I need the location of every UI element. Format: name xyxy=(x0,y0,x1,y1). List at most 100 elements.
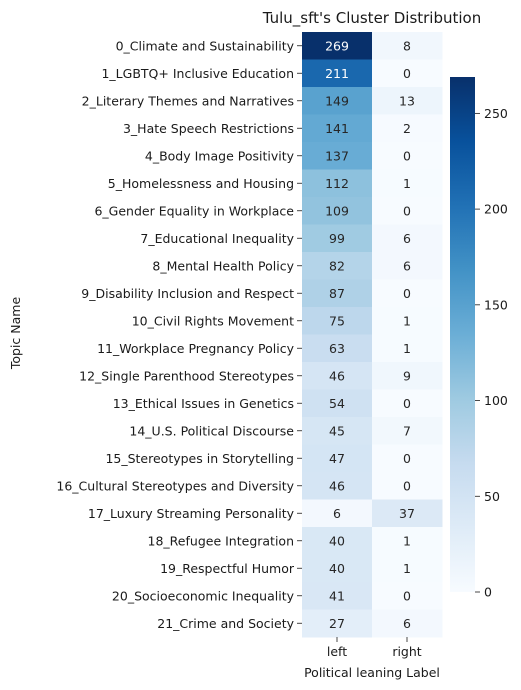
cell-value-label: 82 xyxy=(329,258,345,273)
y-tick-label: 18_Refugee Integration xyxy=(148,533,294,548)
y-tick-label: 7_Educational Inequality xyxy=(140,231,294,246)
colorbar-tick-label: 50 xyxy=(484,489,500,504)
y-tick-label: 9_Disability Inclusion and Respect xyxy=(81,286,294,301)
y-tick-label: 21_Crime and Society xyxy=(157,616,294,631)
colorbar-tick-label: 250 xyxy=(484,106,508,121)
heatmap-cell xyxy=(302,334,373,363)
cell-value-label: 46 xyxy=(329,478,345,493)
cell-value-label: 269 xyxy=(325,38,349,53)
heatmap-cell xyxy=(372,472,443,500)
heatmap-cell xyxy=(372,582,443,610)
heatmap-cell xyxy=(372,527,443,555)
y-tick-label: 10_Civil Rights Movement xyxy=(132,313,294,328)
y-tick-label: 11_Workplace Pregnancy Policy xyxy=(97,341,295,356)
cell-value-label: 0 xyxy=(403,588,411,603)
cell-value-label: 0 xyxy=(403,478,411,493)
colorbar-tick-label: 0 xyxy=(484,585,492,600)
y-tick-label: 8_Mental Health Policy xyxy=(152,258,294,273)
colorbar-ticks: 0 50 100 150 200 250 xyxy=(475,106,508,600)
heatmap-cell xyxy=(372,334,443,363)
cell-value-label: 1 xyxy=(403,313,411,328)
heatmap-cell xyxy=(302,279,373,308)
cell-value-label: 47 xyxy=(329,451,345,466)
heatmap-cell xyxy=(372,197,443,225)
heatmap-cell xyxy=(302,389,373,418)
cell-value-label: 137 xyxy=(325,148,349,163)
cell-value-label: 40 xyxy=(329,533,345,548)
x-tick-label: left xyxy=(327,644,347,659)
heatmap-cell xyxy=(372,114,443,143)
heatmap-cell xyxy=(372,389,443,418)
heatmap-cell xyxy=(302,362,373,390)
y-tick-label: 6_Gender Equality in Workplace xyxy=(94,203,294,218)
cell-value-label: 13 xyxy=(399,93,415,108)
cell-value-label: 211 xyxy=(325,66,349,81)
cell-value-label: 6 xyxy=(333,506,341,521)
cell-value-label: 27 xyxy=(329,616,345,631)
cell-value-label: 41 xyxy=(329,588,345,603)
cell-value-label: 8 xyxy=(403,38,411,53)
cell-value-label: 63 xyxy=(329,341,345,356)
y-axis-label: Topic Name xyxy=(8,297,23,371)
heatmap-cell xyxy=(372,279,443,308)
cell-value-label: 6 xyxy=(403,258,411,273)
cell-value-label: 9 xyxy=(403,368,411,383)
heatmap-cell xyxy=(372,417,443,445)
y-tick-label: 17_Luxury Streaming Personality xyxy=(88,506,295,521)
cell-value-label: 7 xyxy=(403,423,411,438)
heatmap-cell xyxy=(302,224,373,253)
cell-value-label: 75 xyxy=(329,313,345,328)
cell-value-label: 6 xyxy=(403,616,411,631)
heatmap-cell xyxy=(372,142,443,170)
cell-value-label: 141 xyxy=(325,121,349,136)
heatmap-cell xyxy=(372,554,443,583)
y-tick-label: 3_Hate Speech Restrictions xyxy=(123,121,294,136)
cell-value-label: 87 xyxy=(329,286,345,301)
heatmap-cell xyxy=(302,499,373,528)
heatmap-cell xyxy=(302,197,373,225)
cell-value-label: 2 xyxy=(403,121,411,136)
heatmap-cell xyxy=(372,32,443,60)
cell-value-label: 112 xyxy=(325,176,349,191)
y-tick-label: 14_U.S. Political Discourse xyxy=(129,423,294,438)
y-tick-label: 15_Stereotypes in Storytelling xyxy=(105,451,294,466)
cell-value-label: 0 xyxy=(403,66,411,81)
cell-value-label: 40 xyxy=(329,561,345,576)
y-tick-label: 20_Socioeconomic Inequality xyxy=(112,588,295,603)
heatmap-cell xyxy=(372,609,443,638)
heatmap-cell xyxy=(372,307,443,335)
heatmap-cell xyxy=(302,142,373,170)
colorbar-tick-label: 150 xyxy=(484,297,508,312)
heatmap-cell xyxy=(372,362,443,390)
y-tick-label: 12_Single Parenthood Stereotypes xyxy=(79,368,294,383)
cell-value-label: 149 xyxy=(325,93,349,108)
heatmap-cell xyxy=(302,417,373,445)
heatmap-cell xyxy=(302,32,373,60)
cell-value-label: 1 xyxy=(403,533,411,548)
cell-value-label: 0 xyxy=(403,286,411,301)
cell-value-label: 6 xyxy=(403,231,411,246)
heatmap-cell xyxy=(302,252,373,280)
cell-value-label: 45 xyxy=(329,423,345,438)
y-tick-label: 19_Respectful Humor xyxy=(160,561,295,576)
cell-value-label: 54 xyxy=(329,396,345,411)
cell-value-label: 46 xyxy=(329,368,345,383)
heatmap-cell xyxy=(302,609,373,638)
colorbar-tick-label: 200 xyxy=(484,202,508,217)
cell-value-label: 0 xyxy=(403,203,411,218)
x-axis-label: Political leaning Label xyxy=(304,665,440,680)
heatmap-cell xyxy=(302,554,373,583)
heatmap-cell xyxy=(302,307,373,335)
cell-value-label: 99 xyxy=(329,231,345,246)
cell-value-label: 0 xyxy=(403,396,411,411)
colorbar xyxy=(450,77,475,592)
heatmap-cell xyxy=(302,114,373,143)
y-tick-label: 5_Homelessness and Housing xyxy=(108,176,294,191)
heatmap-cell xyxy=(302,169,373,198)
y-tick-labels: 0_Climate and Sustainability 1_LGBTQ+ Inc… xyxy=(56,38,302,631)
x-tick-labels: left right xyxy=(327,637,422,659)
chart-title: Tulu_sft's Cluster Distribution xyxy=(262,9,482,28)
heatmap-cell xyxy=(372,224,443,253)
heatmap-cell xyxy=(372,444,443,473)
heatmap-cell xyxy=(302,59,373,88)
